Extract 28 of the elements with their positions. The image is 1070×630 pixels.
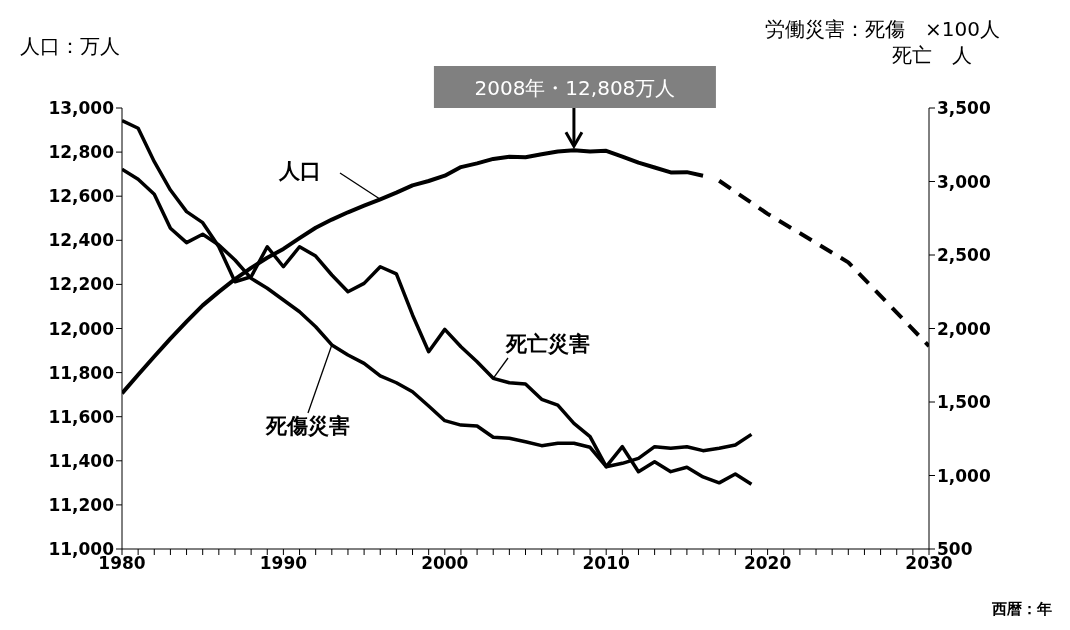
- y-tick-label: 12,800: [48, 142, 115, 163]
- y-tick-label: 12,000: [48, 318, 115, 339]
- y2-axis-title: 労働災害：死傷 ×100人: [765, 17, 1000, 41]
- text: 死傷災害: [265, 414, 350, 438]
- y-tick-label: 12,200: [48, 274, 115, 295]
- y2-tick-label: 3,500: [937, 98, 991, 119]
- y2-tick-label: 1,500: [937, 392, 991, 413]
- y-axis-title: 人口：万人: [20, 34, 120, 58]
- y-tick-label: 11,600: [48, 406, 115, 427]
- y2-tick-label: 1,000: [937, 465, 991, 486]
- y-tick-label: 11,800: [48, 362, 115, 383]
- annotation: 2008年・12,808万人: [474, 76, 676, 100]
- x-axis-title: 西暦：年: [991, 600, 1052, 618]
- series-label: 人口: [278, 159, 321, 183]
- x-tick-label: 2010: [582, 553, 631, 574]
- y-tick-label: 12,600: [48, 186, 115, 207]
- y2-tick-label: 2,500: [937, 245, 991, 266]
- x-tick-label: 2020: [743, 553, 792, 574]
- y2-tick-label: 3,000: [937, 171, 991, 192]
- x-tick-label: 2000: [421, 553, 469, 574]
- y-tick-label: 13,000: [48, 98, 115, 119]
- x-tick-label: 1990: [259, 553, 308, 574]
- y-tick-label: 12,400: [48, 230, 115, 251]
- y-tick-label: 11,400: [48, 450, 115, 471]
- text: 死亡 人: [892, 43, 972, 67]
- y2-tick-label: 2,000: [937, 318, 991, 339]
- series-label: 死亡災害: [505, 332, 590, 356]
- y-tick-label: 11,200: [48, 494, 115, 515]
